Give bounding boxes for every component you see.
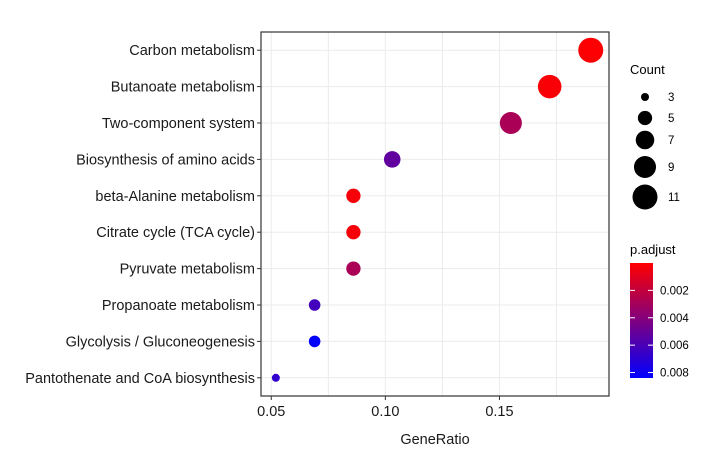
size-legend-label: 11	[668, 192, 680, 204]
y-tick-label: Butanoate metabolism	[111, 80, 255, 96]
data-point	[346, 225, 361, 240]
data-point	[346, 188, 361, 203]
y-tick-label: Propanoate metabolism	[102, 298, 255, 314]
size-legend-key	[641, 93, 649, 101]
data-point	[308, 335, 321, 348]
panel-border	[260, 31, 610, 397]
size-legend-key	[637, 110, 653, 126]
size-legend-title: Count	[630, 62, 665, 77]
data-point	[346, 261, 361, 276]
y-tick-label: Pyruvate metabolism	[120, 262, 255, 278]
y-tick-label: Pantothenate and CoA biosynthesis	[25, 371, 255, 387]
colorbar-label: 0.004	[660, 313, 689, 325]
y-tick-label: beta-Alanine metabolism	[95, 189, 255, 205]
y-axis: Carbon metabolism Butanoate metabolism Two…	[25, 43, 261, 387]
y-tick-label: Two-component system	[102, 116, 255, 132]
color-legend-title: p.adjust	[630, 242, 676, 257]
size-legend-key	[635, 130, 655, 150]
data-point	[578, 37, 604, 63]
size-legend-label: 7	[668, 135, 674, 147]
x-axis: 0.05 0.10 0.15	[257, 396, 514, 420]
colorbar	[630, 263, 653, 378]
color-legend: p.adjust 0.002 0.004 0.006 0.008	[630, 242, 689, 380]
size-legend-key	[632, 184, 658, 210]
data-point	[383, 151, 401, 168]
x-tick-label: 0.15	[485, 404, 513, 420]
data-point	[308, 299, 321, 311]
x-tick-label: 0.10	[371, 404, 399, 420]
y-tick-label: Carbon metabolism	[129, 43, 255, 59]
data-point	[537, 74, 562, 99]
gridlines	[261, 32, 609, 396]
size-legend-key	[633, 155, 657, 179]
size-legend-label: 5	[668, 113, 674, 125]
y-tick-label: Citrate cycle (TCA cycle)	[96, 225, 255, 241]
data-points	[271, 37, 604, 382]
y-tick-label: Glycolysis / Gluconeogenesis	[66, 334, 255, 350]
x-axis-title: GeneRatio	[400, 432, 469, 448]
y-tick-label: Biosynthesis of amino acids	[76, 152, 255, 168]
colorbar-label: 0.006	[660, 340, 689, 352]
colorbar-label: 0.002	[660, 285, 689, 297]
size-legend-label: 9	[668, 162, 674, 174]
size-legend-label: 3	[668, 92, 674, 104]
x-tick-label: 0.05	[257, 404, 285, 420]
colorbar-label: 0.008	[660, 368, 689, 380]
data-point	[271, 373, 280, 382]
data-point	[499, 111, 522, 135]
size-legend: Count 3 5 7 9 11	[630, 62, 680, 210]
